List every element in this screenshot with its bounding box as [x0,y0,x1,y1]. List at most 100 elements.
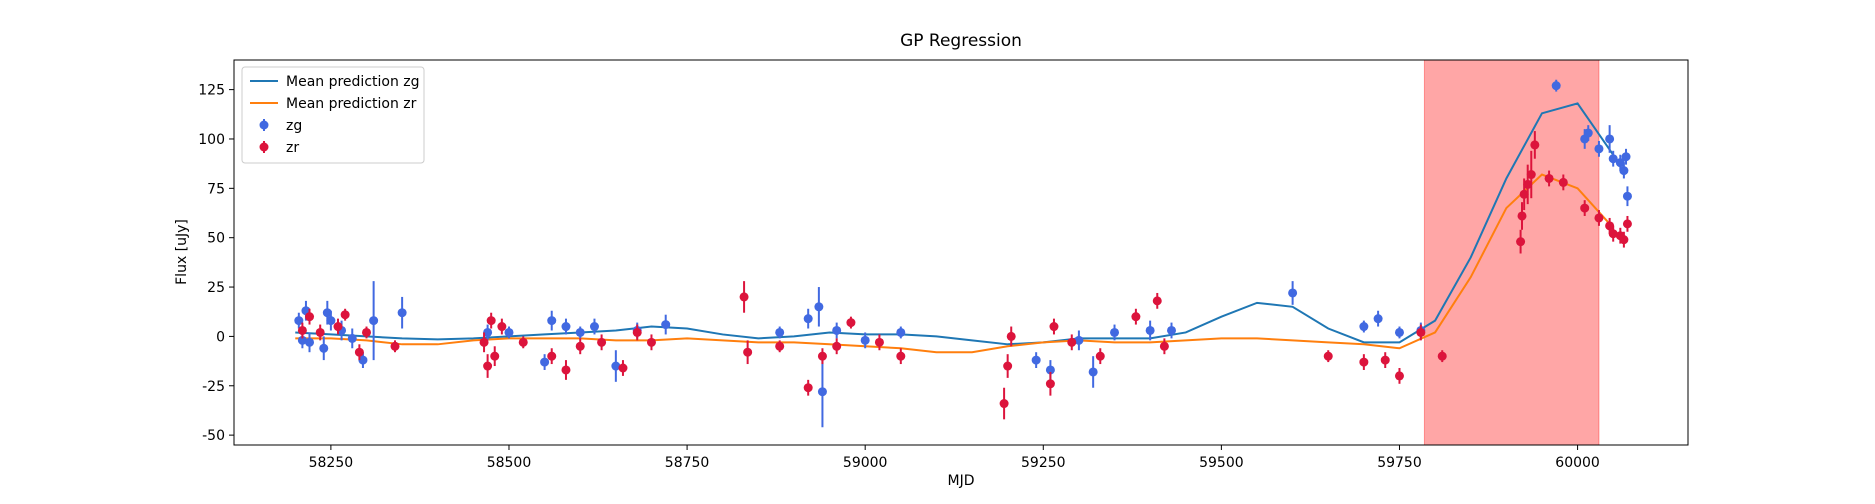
data-point [832,341,842,351]
data-point [1045,379,1055,389]
data-point [1394,371,1404,381]
x-tick-label: 58500 [487,455,532,471]
data-point [561,365,571,375]
data-point [390,341,400,351]
data-point [1517,211,1527,221]
data-point [661,320,671,330]
data-point [1519,189,1529,199]
data-point [1619,235,1629,245]
data-point [632,327,642,337]
data-point [322,308,332,318]
data-point [1359,322,1369,332]
data-point [1516,237,1526,247]
data-point [1152,296,1162,306]
plot-area [294,60,1632,445]
data-point [504,327,514,337]
data-point [817,351,827,361]
data-point [326,316,336,326]
data-point [547,351,557,361]
data-point [340,310,350,320]
data-point [397,308,407,318]
data-point [1622,191,1632,201]
data-point [1615,158,1625,168]
data-point [305,337,315,347]
legend-label: Mean prediction zg [286,74,420,90]
data-point [1608,229,1618,239]
data-point [775,341,785,351]
data-point [319,343,329,353]
data-point [1619,166,1629,176]
data-point [297,335,307,345]
axes-frame [233,59,1689,446]
chart-title: GP Regression [900,31,1022,51]
data-point [561,322,571,332]
data-point [803,314,813,324]
y-tick-label: -50 [202,428,225,444]
mean-line [295,102,1615,346]
data-point [547,316,557,326]
data-point [1323,351,1333,361]
x-tick-label: 59000 [843,455,888,471]
data-point [1003,361,1013,371]
data-point [297,325,307,335]
data-point [358,355,368,365]
data-point [1551,81,1561,91]
x-tick-label: 59250 [1021,455,1066,471]
highlight-span [1423,60,1600,445]
data-point [803,383,813,393]
data-point [354,347,364,357]
data-point [490,351,500,361]
legend-marker [259,120,269,130]
y-tick-label: 0 [216,329,225,345]
data-point [1031,355,1041,365]
data-point [589,322,599,332]
data-point [846,318,856,328]
data-point [518,337,528,347]
data-point [1006,331,1016,341]
data-point [1580,203,1590,213]
data-point [369,316,379,326]
data-point [739,292,749,302]
data-point [1049,322,1059,332]
y-tick-label: 25 [207,280,225,296]
data-point [874,337,884,347]
data-point [1131,312,1141,322]
data-point [1605,221,1615,231]
mean-line [295,173,1614,354]
legend-box [241,66,425,164]
data-point [1523,179,1533,189]
y-tick-label: 125 [198,83,225,99]
data-point [817,387,827,397]
data-point [611,361,621,371]
data-point [1045,365,1055,375]
data-point [814,302,824,312]
data-point [1621,152,1631,162]
data-point [860,335,870,345]
data-point [1159,341,1169,351]
data-point [597,337,607,347]
x-tick-label: 60000 [1555,455,1600,471]
y-tick-label: 75 [207,181,225,197]
y-tick-label: -25 [202,379,225,395]
data-point [1594,213,1604,223]
data-point [333,322,343,332]
data-point [1167,325,1177,335]
y-axis-label: Flux [uJy] [174,219,190,285]
data-point [1373,314,1383,324]
x-tick-label: 59750 [1377,455,1422,471]
data-point [896,327,906,337]
data-point [1526,170,1536,180]
data-point [618,363,628,373]
data-point [775,327,785,337]
x-axis-label: MJD [948,473,975,489]
data-point [896,351,906,361]
data-point [1437,351,1447,361]
x-tick-label: 58750 [665,455,710,471]
data-point [743,347,753,357]
data-point [1544,173,1554,183]
data-point [540,357,550,367]
data-point [1558,177,1568,187]
data-point [1608,154,1618,164]
data-point [832,325,842,335]
data-point [497,322,507,332]
